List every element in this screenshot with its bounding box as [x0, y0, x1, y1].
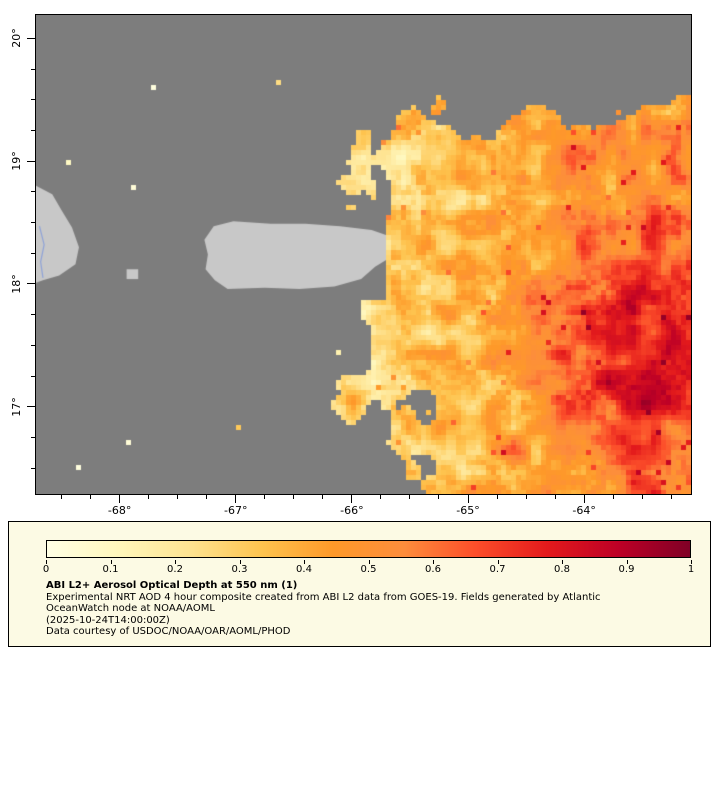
y-axis-tick: [27, 160, 35, 162]
colorbar-tick-label: 0.9: [618, 564, 635, 575]
colorbar-tick: [433, 560, 434, 564]
y-axis-tick-label: 18°: [9, 274, 23, 294]
x-axis-tick: [583, 495, 585, 503]
x-axis-minor-tick: [90, 495, 92, 499]
legend-panel: 0 0.1 0.2 0.3 0.4 0.5 0.6 0.7 0.8 0.9 1 ABI L2+ Ae…: [8, 521, 711, 647]
colorbar-tick-label: 0.4: [296, 564, 312, 575]
x-axis-minor-tick: [177, 495, 179, 499]
x-axis-tick: [235, 495, 237, 503]
legend-description-line2: OceanWatch node at NOAA/AOML: [46, 603, 215, 614]
colorbar-tick-label: 0.2: [167, 564, 183, 575]
colorbar-tick: [46, 560, 47, 564]
colorbar-tick-label: 1: [687, 564, 695, 575]
x-axis-minor-tick: [322, 495, 324, 499]
x-axis-tick-label: -68°: [107, 504, 132, 517]
x-axis-minor-tick: [293, 495, 295, 499]
y-axis-tick: [27, 283, 35, 285]
y-axis-tick-label: 19°: [9, 151, 23, 171]
colorbar-tick: [304, 560, 305, 564]
colorbar-tick: [110, 560, 112, 564]
legend-timestamp: (2025-10-24T14:00:00Z): [46, 614, 170, 626]
y-axis-tick: [27, 37, 35, 39]
colorbar-tick-label: 0.1: [102, 564, 119, 575]
colorbar-tick-label: 0.5: [360, 564, 377, 575]
colorbar-tick: [691, 560, 692, 564]
legend-caption: ABI L2+ Aerosol Optical Depth at 550 nm …: [46, 580, 696, 638]
y-axis-tick: [27, 406, 35, 408]
legend-courtesy: Data courtesy of USDOC/NOAA/OAR/AOML/PHO…: [46, 626, 291, 637]
colorbar-ticks: [46, 560, 692, 564]
aod-field-canvas: [36, 15, 691, 494]
legend-title: ABI L2+ Aerosol Optical Depth at 550 nm …: [46, 580, 298, 591]
x-axis-minor-tick: [496, 495, 498, 499]
x-axis-minor-tick: [409, 495, 411, 499]
colorbar-tick-label: 0.3: [231, 564, 248, 575]
x-axis-minor-tick: [148, 495, 150, 499]
x-axis-minor-tick: [612, 495, 614, 499]
x-axis-tick: [119, 495, 121, 503]
x-axis-tick: [467, 495, 469, 503]
x-axis-minor-tick: [641, 495, 643, 499]
x-axis-minor-tick: [206, 495, 208, 499]
y-axis-tick-label: 17°: [9, 397, 23, 417]
colorbar-tick: [368, 560, 370, 564]
x-axis-minor-tick: [61, 495, 63, 499]
x-axis-minor-tick: [525, 495, 527, 499]
colorbar-tick: [239, 560, 241, 564]
colorbar-labels: 0 0.1 0.2 0.3 0.4 0.5 0.6 0.7 0.8 0.9 1: [42, 564, 695, 576]
legend-description-line1: Experimental NRT AOD 4 hour composite cr…: [46, 591, 601, 603]
x-axis-minor-tick: [380, 495, 382, 499]
colorbar-tick: [175, 560, 176, 564]
colorbar-tick-label: 0: [42, 564, 50, 575]
colorbar-tick-label: 0.7: [489, 564, 506, 575]
x-axis-tick-label: -67°: [224, 504, 248, 517]
x-axis-minor-tick: [554, 495, 556, 499]
x-axis-tick-label: -65°: [456, 504, 480, 517]
x-axis-tick-label: -66°: [340, 504, 364, 517]
colorbar-tick: [626, 560, 628, 564]
x-axis-tick: [351, 495, 353, 503]
x-axis-minor-tick: [264, 495, 266, 499]
x-axis-minor-tick: [438, 495, 440, 499]
colorbar-tick-label: 0.8: [554, 564, 570, 575]
colorbar-tick: [497, 560, 499, 564]
colorbar-tick: [562, 560, 563, 564]
y-axis-tick-label: 20°: [9, 28, 23, 49]
colorbar: [46, 540, 691, 558]
colorbar-tick-label: 0.6: [425, 564, 441, 575]
map-plot: [35, 14, 692, 495]
x-axis-minor-tick: [670, 495, 672, 499]
x-axis-tick-label: -64°: [572, 504, 596, 517]
